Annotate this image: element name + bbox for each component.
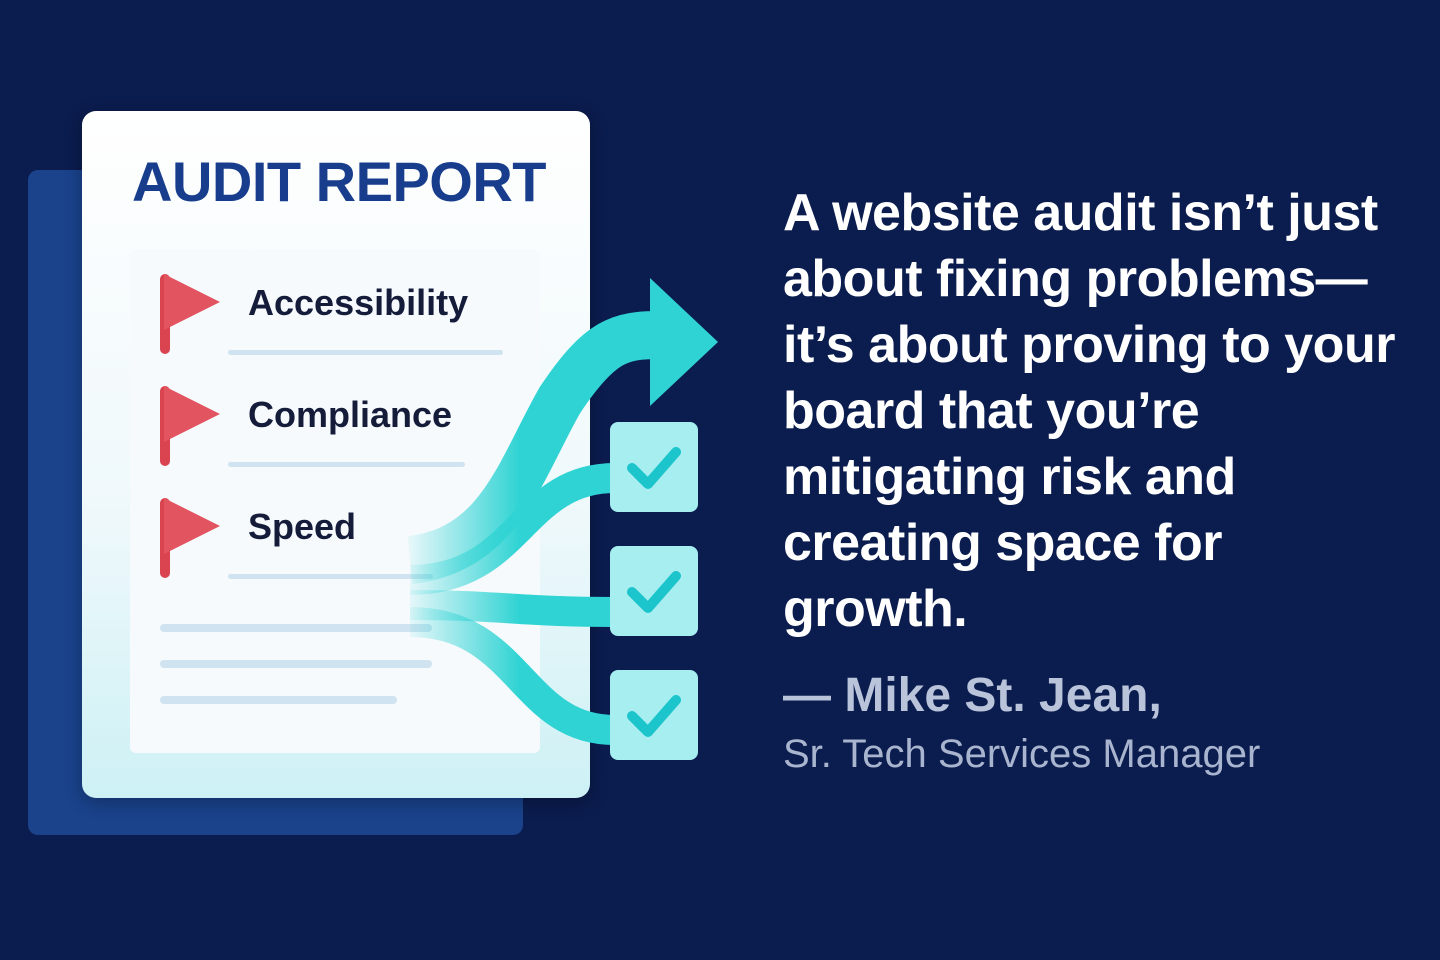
divider — [228, 350, 503, 355]
flow-to-check-3 — [409, 607, 616, 745]
growth-arrow-head-icon — [650, 278, 718, 406]
report-title: AUDIT REPORT — [132, 150, 547, 213]
red-flag-icon — [160, 274, 220, 354]
placeholder-line — [160, 660, 432, 668]
quote-text: A website audit isn’t just about fixing … — [783, 184, 1395, 638]
checkbox-1 — [610, 422, 698, 512]
growth-arrow-stem — [406, 311, 661, 584]
report-item-accessibility: Accessibility — [130, 250, 540, 360]
checkmark-icon — [627, 571, 681, 613]
report-panel: Accessibility Compliance Speed — [130, 250, 540, 753]
flow-to-check-2 — [409, 590, 616, 627]
divider — [228, 462, 465, 467]
divider — [228, 574, 433, 579]
checkbox-2 — [610, 546, 698, 636]
red-flag-icon — [160, 386, 220, 466]
report-item-label: Compliance — [248, 394, 453, 435]
checkmark-icon — [627, 695, 681, 737]
flow-to-check-1 — [409, 463, 616, 595]
checkbox-3 — [610, 670, 698, 760]
checkmark-icon — [627, 447, 681, 489]
report-item-label: Speed — [248, 506, 357, 547]
report-item-compliance: Compliance — [130, 362, 540, 472]
report-item-label: Accessibility — [248, 282, 469, 323]
quote-author: — Mike St. Jean, — [783, 669, 1162, 722]
author-role: Sr. Tech Services Manager — [783, 732, 1261, 776]
placeholder-line — [160, 624, 432, 632]
placeholder-line — [160, 696, 397, 704]
red-flag-icon — [160, 498, 220, 578]
report-item-speed: Speed — [130, 474, 540, 584]
